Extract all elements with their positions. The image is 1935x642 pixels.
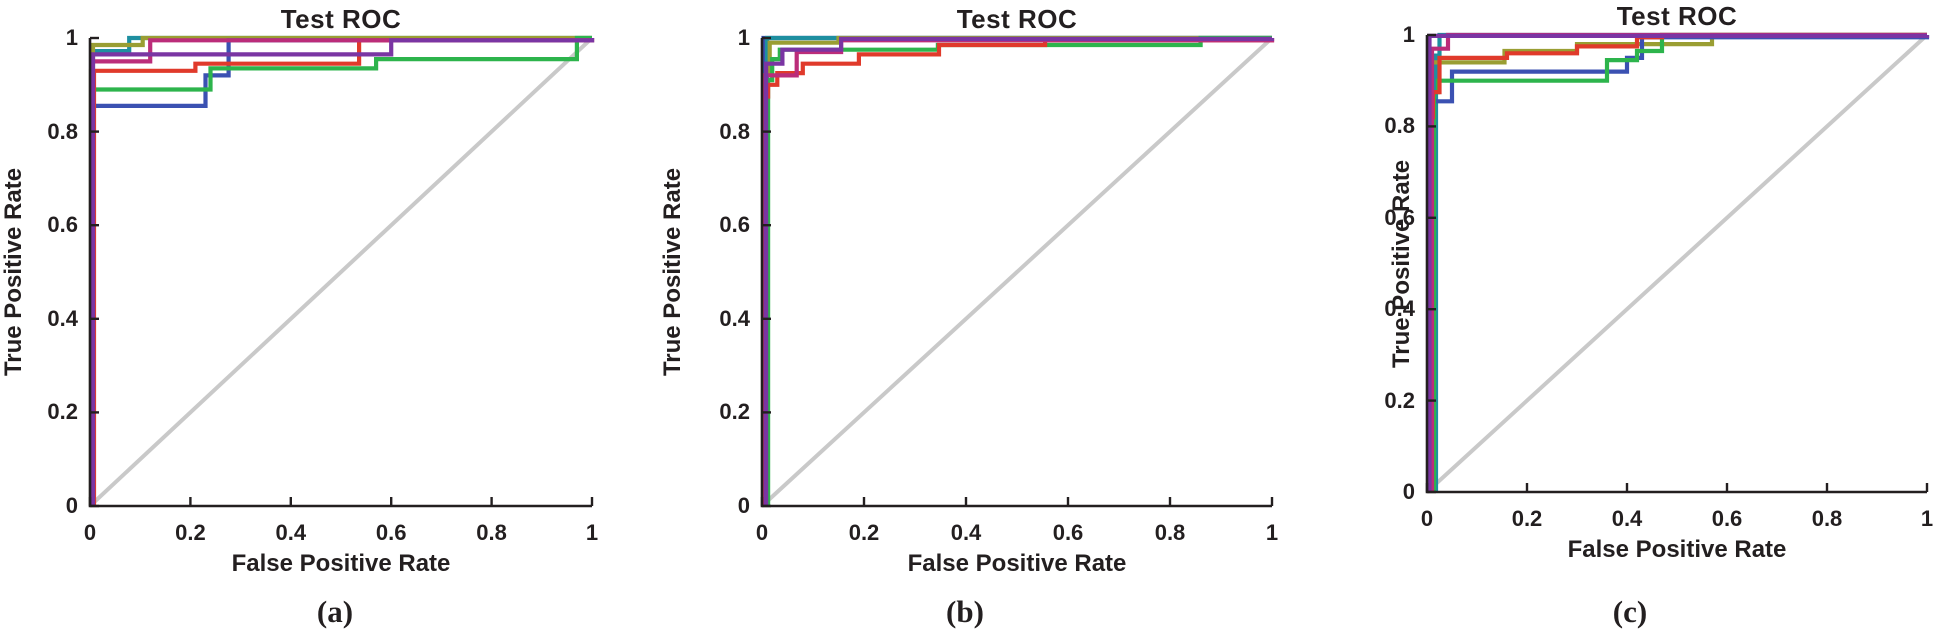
x-tick-label: 0 (83, 520, 97, 545)
y-tick-label: 0 (65, 493, 78, 518)
roc-curve-purple (90, 38, 595, 506)
y-tick-label: 0.8 (1384, 113, 1415, 139)
reference-diagonal (88, 36, 594, 508)
plot-title-b: Test ROC (956, 4, 1078, 34)
x-axis-label-b: False Positive Rate (907, 550, 1127, 577)
y-tick-label: 0.2 (719, 399, 750, 425)
x-tick-label: 1 (1265, 520, 1279, 545)
y-tick-label: 0.6 (1384, 204, 1415, 230)
x-tick-label: 0.8 (1154, 520, 1186, 545)
x-tick-label: 1 (585, 520, 599, 545)
plot-title-a: Test ROC (280, 4, 402, 34)
roc-plot-b (760, 35, 1275, 508)
y-tick-label: 1 (1402, 22, 1415, 47)
y-tick-label: 0.6 (719, 212, 750, 238)
y-tick-label: 0.2 (1384, 387, 1415, 413)
roc-plot-a (88, 35, 595, 508)
y-tick-label: 0.6 (47, 212, 78, 238)
roc-curve-green (91, 35, 592, 506)
x-tick-label: 0 (1420, 506, 1434, 531)
y-axis-label-c: True Positive Rate (1388, 159, 1415, 368)
x-tick-label: 0.2 (1511, 506, 1543, 531)
y-tick-label: 0.2 (47, 399, 78, 425)
plot-title-c: Test ROC (1616, 1, 1738, 31)
x-tick-label: 0.6 (1052, 520, 1084, 545)
reference-diagonal (1425, 33, 1929, 494)
y-tick-label: 0.4 (47, 305, 78, 331)
y-tick-label: 0 (1402, 479, 1415, 504)
x-tick-label: 0.4 (1611, 506, 1643, 531)
x-tick-label: 0.4 (950, 520, 982, 545)
y-tick-label: 0.8 (47, 118, 78, 144)
caption-b: (b) (946, 594, 984, 629)
roc-curve-purple (763, 36, 1275, 506)
y-tick-label: 0.8 (719, 118, 750, 144)
reference-diagonal (760, 36, 1274, 508)
roc-curve-purple (1427, 33, 1930, 492)
x-axis-label-a: False Positive Rate (231, 550, 451, 577)
x-tick-label: 0.8 (1811, 506, 1843, 531)
x-tick-label: 0.8 (476, 520, 507, 545)
panel-c: Test ROC True Positive Rate False Positi… (1290, 0, 1935, 642)
y-tick-label: 0.4 (1384, 296, 1415, 322)
x-tick-label: 1 (1920, 506, 1934, 531)
y-tick-label: 0 (737, 493, 750, 518)
panel-a: Test ROC True Positive Rate False Positi… (0, 0, 645, 642)
x-tick-label: 0.6 (375, 520, 407, 545)
y-tick-label: 1 (65, 25, 78, 50)
panel-b: Test ROC True Positive Rate False Positi… (645, 0, 1290, 642)
x-tick-label: 0.2 (175, 520, 206, 545)
y-tick-label: 1 (737, 25, 750, 50)
caption-c: (c) (1612, 594, 1648, 629)
x-tick-label: 0.4 (275, 520, 307, 545)
x-tick-label: 0 (755, 520, 769, 545)
x-tick-label: 0.6 (1711, 506, 1743, 531)
x-axis-label-c: False Positive Rate (1567, 536, 1787, 563)
y-axis-label-b: True Positive Rate (659, 167, 686, 377)
roc-curve-green (765, 35, 1272, 506)
x-tick-label: 0.2 (848, 520, 880, 545)
caption-a: (a) (316, 594, 354, 629)
roc-plot-c (1425, 32, 1930, 494)
y-axis-label-a: True Positive Rate (0, 167, 27, 377)
y-tick-label: 0.4 (719, 305, 750, 331)
